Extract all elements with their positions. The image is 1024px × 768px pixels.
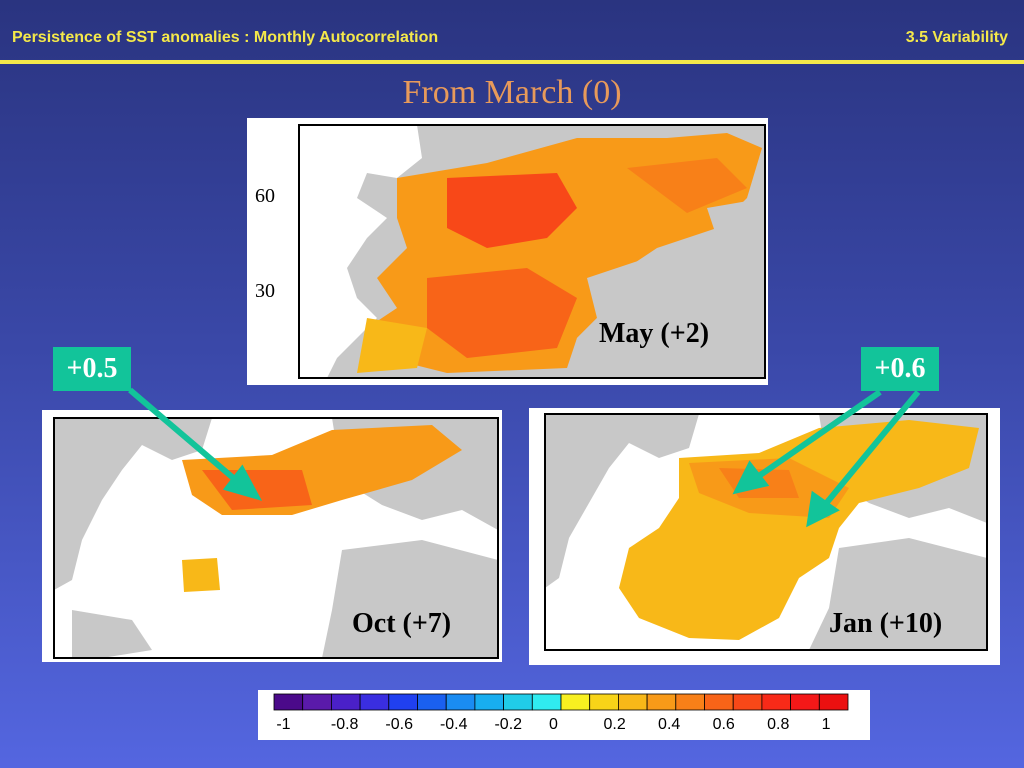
map-panel-jan: Jan (+10) (529, 408, 1000, 665)
header-divider (0, 60, 1024, 64)
colorbar-swatch (790, 693, 820, 711)
colorbar-tick: -0.6 (385, 716, 413, 733)
colorbar-swatches (273, 693, 849, 711)
colorbar: -1 -0.8 -0.6 -0.4 -0.2 0 0.2 0.4 0.6 0.8 1 (258, 690, 870, 740)
lat-label-60: 60 (255, 185, 275, 207)
colorbar-swatch (417, 693, 447, 711)
colorbar-swatch (818, 693, 849, 711)
colorbar-swatch (331, 693, 361, 711)
colorbar-swatch (531, 693, 562, 711)
colorbar-swatch (388, 693, 418, 711)
map-oct (53, 417, 499, 659)
subtitle: From March (0) (402, 74, 622, 111)
map-panel-oct: Oct (+7) (42, 410, 502, 662)
colorbar-swatch (359, 693, 390, 711)
map-may (298, 124, 766, 379)
correlation-badge-jan: +0.6 (861, 347, 939, 391)
section-label: 3.5 Variability (905, 29, 1008, 46)
panel-label-oct: Oct (+7) (352, 608, 452, 639)
correlation-badge-oct: +0.5 (53, 347, 131, 391)
panel-label-jan: Jan (+10) (829, 608, 943, 639)
colorbar-swatch (474, 693, 504, 711)
slide-title: Persistence of SST anomalies : Monthly A… (12, 29, 439, 46)
colorbar-swatch (273, 693, 304, 711)
arrow-jan-east (821, 390, 921, 508)
arrow-oct (128, 387, 240, 485)
slide-header: Persistence of SST anomalies : Monthly A… (0, 0, 1024, 60)
arrow-jan-north (754, 389, 882, 481)
colorbar-tick: -0.2 (494, 716, 523, 733)
colorbar-tick: 0.8 (767, 716, 790, 733)
colorbar-swatch (302, 693, 332, 711)
panel-label-may: May (+2) (599, 318, 710, 349)
colorbar-swatch (503, 693, 533, 711)
colorbar-swatch (646, 693, 677, 711)
colorbar-tick: -1 (276, 716, 291, 733)
colorbar-swatch (732, 693, 763, 711)
colorbar-tick: 0.2 (603, 716, 626, 733)
colorbar-tick: 0.6 (712, 716, 735, 733)
colorbar-tick: 1 (821, 716, 831, 733)
colorbar-swatch (445, 693, 476, 711)
colorbar-swatch (589, 693, 619, 711)
colorbar-tick: -0.4 (439, 716, 468, 733)
colorbar-tick: 0.4 (658, 716, 681, 733)
colorbar-swatch (675, 693, 705, 711)
colorbar-swatch (704, 693, 734, 711)
colorbar-swatch (761, 693, 791, 711)
map-panel-may: 60 30 May (+2) (247, 118, 768, 385)
colorbar-tick: 0 (549, 716, 558, 733)
colorbar-swatch (617, 693, 648, 711)
colorbar-tick: -0.8 (330, 716, 359, 733)
lat-label-30: 30 (255, 280, 275, 302)
colorbar-swatch (560, 693, 591, 711)
map-jan (544, 413, 988, 651)
